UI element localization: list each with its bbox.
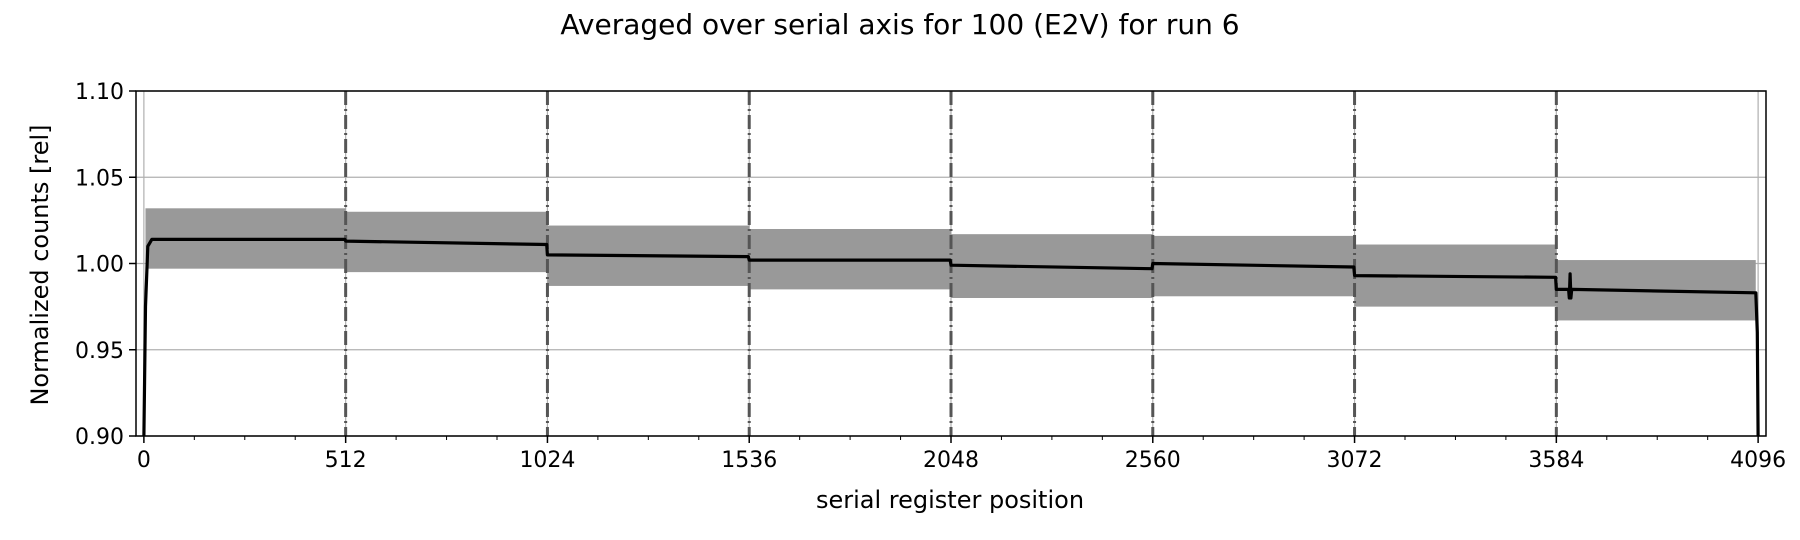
- x-tick-label: 2048: [923, 448, 979, 473]
- x-tick-label: 2560: [1125, 448, 1181, 473]
- y-tick-label: 1.10: [75, 80, 124, 105]
- y-axis-label: Normalized counts [rel]: [26, 124, 54, 405]
- x-tick-label: 3584: [1528, 448, 1584, 473]
- tick-layer: 0 512 1024 1536 2048 2560 3072 3584 4096 0.90 0.95…: [75, 80, 1786, 473]
- series-line-layer: [142, 237, 1760, 437]
- chart-title: Averaged over serial axis for 100 (E2V) …: [560, 8, 1239, 41]
- y-tick-label: 0.90: [75, 425, 124, 450]
- x-tick-label: 3072: [1327, 448, 1383, 473]
- series-line: [142, 237, 1760, 437]
- x-tick-label: 0: [137, 448, 151, 473]
- y-tick-label: 1.05: [75, 166, 124, 191]
- y-tick-label: 0.95: [75, 339, 124, 364]
- x-tick-label: 1536: [721, 448, 777, 473]
- x-tick-label: 1024: [519, 448, 575, 473]
- x-tick-label: 4096: [1730, 448, 1786, 473]
- y-tick-label: 1.00: [75, 253, 124, 278]
- x-axis-label: serial register position: [816, 486, 1084, 514]
- x-tick-label: 512: [325, 448, 367, 473]
